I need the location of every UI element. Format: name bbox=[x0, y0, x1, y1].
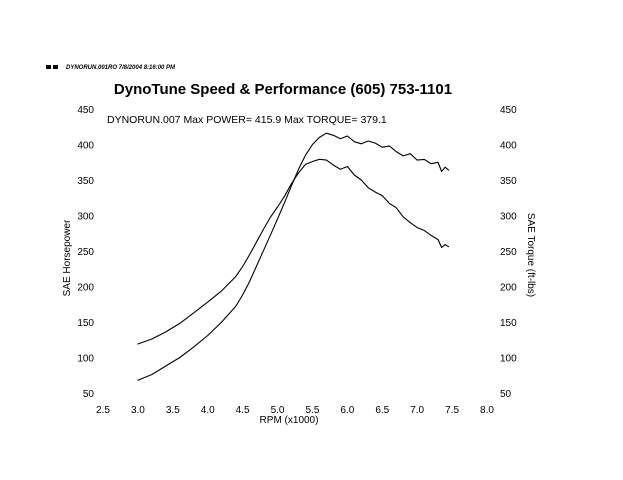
x-axis-label: RPM (x1000) bbox=[260, 415, 319, 426]
x-tick-label: 5.5 bbox=[306, 405, 320, 416]
y-tick-label-left: 300 bbox=[77, 212, 94, 223]
x-tick-label: 6.0 bbox=[340, 405, 354, 416]
y-tick-label-right: 50 bbox=[500, 389, 512, 400]
y-tick-label-right: 350 bbox=[500, 176, 517, 187]
y-axis-label-left: SAE Horsepower bbox=[62, 219, 73, 296]
header-marks-icon bbox=[46, 65, 58, 70]
y-tick-label-right: 450 bbox=[500, 105, 517, 116]
x-tick-label: 7.5 bbox=[445, 405, 459, 416]
y-tick-label-left: 250 bbox=[77, 247, 94, 258]
x-tick-label: 3.0 bbox=[131, 405, 145, 416]
y-tick-label-left: 100 bbox=[77, 354, 94, 365]
x-tick-label: 2.5 bbox=[96, 405, 110, 416]
y-tick-label-right: 300 bbox=[500, 212, 517, 223]
file-info-text: DYNORUN.001RO 7/8/2004 8:16:00 PM bbox=[66, 65, 176, 71]
y-tick-label-left: 350 bbox=[77, 176, 94, 187]
y-tick-label-right: 150 bbox=[500, 318, 517, 329]
y-tick-label-left: 200 bbox=[77, 283, 94, 294]
y-tick-label-left: 450 bbox=[77, 105, 94, 116]
y-tick-label-left: 400 bbox=[77, 141, 94, 152]
x-tick-label: 4.0 bbox=[201, 405, 215, 416]
x-tick-label: 7.0 bbox=[410, 405, 424, 416]
x-tick-label: 5.0 bbox=[271, 405, 285, 416]
y-tick-label-left: 150 bbox=[77, 318, 94, 329]
y-tick-label-left: 50 bbox=[83, 389, 95, 400]
power-curve-line bbox=[137, 132, 450, 381]
y-axis-label-right: SAE Torque (ft-lbs) bbox=[525, 213, 536, 297]
y-tick-label-right: 200 bbox=[500, 283, 517, 294]
y-tick-label-right: 250 bbox=[500, 247, 517, 258]
chart-subtitle: DYNORUN.007 Max POWER= 415.9 Max TORQUE=… bbox=[107, 114, 387, 126]
torque-curve-line bbox=[137, 158, 450, 345]
chart-title: DynoTune Speed & Performance (605) 753-1… bbox=[114, 81, 452, 98]
x-tick-label: 3.5 bbox=[166, 405, 180, 416]
x-tick-label: 4.5 bbox=[236, 405, 250, 416]
x-tick-label: 6.5 bbox=[375, 405, 389, 416]
y-tick-label-right: 100 bbox=[500, 354, 517, 365]
x-tick-label: 8.0 bbox=[480, 405, 494, 416]
file-info-header: DYNORUN.001RO 7/8/2004 8:16:00 PM bbox=[46, 65, 175, 75]
y-tick-label-right: 400 bbox=[500, 141, 517, 152]
